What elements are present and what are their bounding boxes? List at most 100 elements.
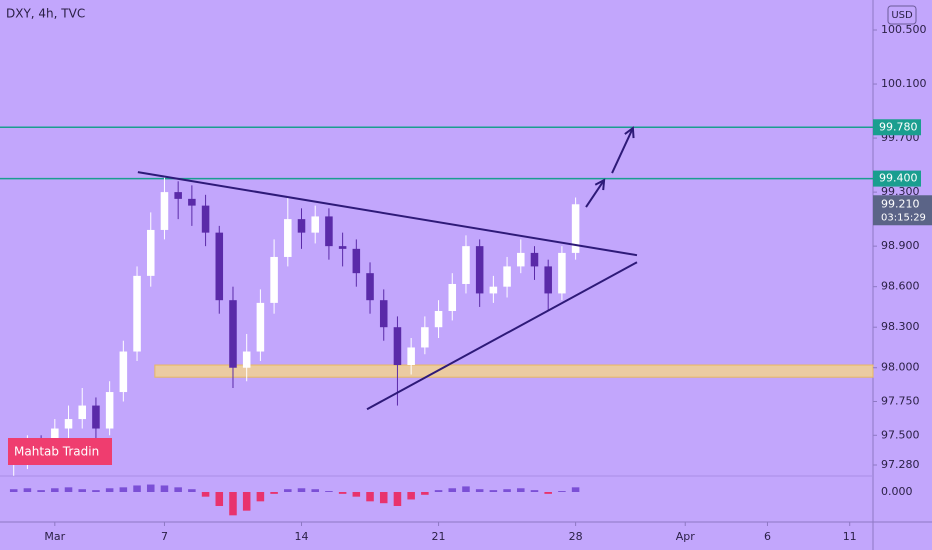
- y-tick-label: 99.300: [881, 185, 920, 198]
- candle-body: [393, 327, 402, 366]
- candle-body: [421, 327, 429, 348]
- candle-body: [462, 246, 470, 284]
- candle-body: [352, 248, 361, 274]
- indicator-bar: [51, 488, 59, 492]
- y-tick-label: 97.280: [881, 458, 920, 471]
- candle-body: [146, 229, 155, 276]
- indicator-bar: [119, 487, 128, 492]
- indicator-bar: [558, 491, 566, 492]
- indicator-bar: [174, 487, 182, 492]
- candle-body: [407, 347, 415, 366]
- candle-body: [188, 198, 196, 206]
- arrow: [611, 127, 634, 174]
- indicator-bar: [64, 487, 73, 492]
- last-price-tag: [873, 195, 932, 226]
- indicator-bar: [160, 485, 169, 492]
- level-label: 99.400: [879, 172, 918, 185]
- currency-box: [887, 5, 917, 25]
- y-tick-label: 98.900: [881, 239, 920, 252]
- x-tick-label: 11: [843, 530, 857, 543]
- trendline: [366, 261, 638, 411]
- y-tick-label: 98.300: [881, 320, 920, 333]
- indicator-bar: [352, 492, 361, 497]
- y-tick-label: 98.600: [881, 280, 920, 293]
- arrow-head: [594, 178, 606, 191]
- candle-body: [366, 273, 374, 301]
- indicator-bar: [462, 486, 470, 492]
- watermark-box: [8, 438, 112, 465]
- level-tag: [873, 119, 921, 136]
- indicator-bar: [544, 492, 552, 494]
- y-tick-label: 97.750: [881, 395, 920, 408]
- indicator-bar: [270, 492, 278, 494]
- candle-body: [78, 405, 86, 420]
- currency: USD: [891, 10, 913, 21]
- candle-body: [297, 219, 306, 233]
- indicator-bar: [201, 492, 210, 497]
- candle-body: [379, 300, 388, 328]
- watermark: Mahtab Tradin: [14, 445, 99, 459]
- candle-body: [544, 266, 552, 294]
- candle-body: [160, 192, 169, 230]
- arrow-head: [624, 126, 635, 139]
- indicator-bar: [448, 488, 457, 492]
- indicator-bar: [133, 485, 141, 492]
- candle-body: [338, 246, 347, 249]
- indicator-bar: [338, 492, 347, 494]
- countdown: 03:15:29: [881, 212, 926, 223]
- candle-body: [517, 252, 525, 267]
- y-tick-label: 100.100: [881, 77, 927, 90]
- indicator-bar: [393, 492, 402, 506]
- trendline: [137, 171, 638, 257]
- last-price-label: 99.210: [881, 197, 920, 210]
- indicator-bar: [146, 484, 155, 492]
- indicator-bar: [434, 490, 443, 492]
- indicator-bar: [489, 490, 498, 492]
- candle-body: [215, 232, 224, 301]
- level-label: 99.780: [879, 120, 918, 133]
- indicator-bar: [256, 492, 265, 502]
- x-tick-label: 14: [295, 530, 309, 543]
- candle-body: [174, 192, 182, 199]
- indicator-bar: [517, 488, 525, 492]
- candle-body: [201, 205, 210, 233]
- candle-body: [133, 275, 141, 352]
- indicator-bar: [105, 488, 114, 492]
- indicator-bar: [297, 488, 306, 492]
- indicator-bar: [366, 492, 374, 502]
- candle-body: [558, 252, 566, 294]
- indicator-bar: [9, 489, 18, 492]
- support-zone: [154, 364, 874, 378]
- indicator-bar: [37, 490, 45, 492]
- candle-body: [475, 246, 484, 294]
- indicator-bar: [215, 492, 224, 506]
- indicator-tick-label: 0.000: [881, 485, 913, 498]
- indicator-bar: [421, 492, 429, 495]
- candle-body: [119, 351, 128, 393]
- indicator-bar: [78, 489, 86, 492]
- candle-body: [256, 302, 265, 352]
- candle-body: [92, 405, 100, 429]
- x-tick-label: Mar: [44, 530, 65, 543]
- indicator-bar: [284, 489, 292, 492]
- x-tick-label: 6: [764, 530, 771, 543]
- level-tag: [873, 170, 921, 187]
- candle-body: [448, 283, 457, 311]
- indicator-bar: [503, 489, 511, 492]
- indicator-bar: [475, 489, 484, 492]
- candle-body: [530, 252, 539, 267]
- indicator-bar: [92, 490, 100, 492]
- indicator-bar: [379, 492, 388, 504]
- candle-body: [105, 392, 114, 429]
- candle-body: [311, 216, 319, 233]
- candle-body: [284, 219, 292, 257]
- candle-body: [229, 300, 237, 368]
- x-tick-label: 21: [432, 530, 446, 543]
- y-tick-label: 100.500: [881, 23, 927, 36]
- x-tick-label: Apr: [676, 530, 696, 543]
- chart-title: DXY, 4h, TVC: [6, 7, 85, 21]
- y-tick-label: 97.500: [881, 428, 920, 441]
- indicator-bar: [229, 492, 237, 516]
- candle-body: [571, 204, 580, 253]
